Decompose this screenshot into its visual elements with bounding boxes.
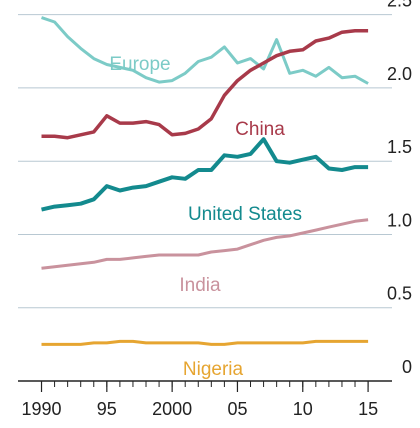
- series-line: [41, 218, 369, 270]
- x-tick-label: 95: [97, 399, 117, 419]
- x-tick-label: 05: [227, 399, 247, 419]
- x-tick-label: 10: [293, 399, 313, 419]
- y-tick-label: 0.5: [387, 284, 412, 304]
- y-tick-label: 2.0: [387, 64, 412, 84]
- series-label: India: [179, 275, 221, 296]
- y-tick-label: 2.5: [387, 0, 412, 11]
- series-label: Nigeria: [183, 359, 244, 380]
- series-line: [41, 16, 369, 85]
- y-tick-label: 1.0: [387, 210, 412, 230]
- x-tick-label: 2000: [152, 399, 192, 419]
- x-tick-label: 1990: [21, 399, 61, 419]
- y-tick-label: 1.5: [387, 137, 412, 157]
- series-label: United States: [188, 204, 302, 225]
- series-line: [41, 29, 369, 140]
- series-label: Europe: [109, 54, 170, 75]
- series-line: [41, 137, 369, 212]
- series-label: China: [235, 119, 285, 140]
- x-tick-label: 15: [358, 399, 378, 419]
- series-line: [41, 339, 369, 346]
- y-tick-label: 0: [402, 357, 412, 377]
